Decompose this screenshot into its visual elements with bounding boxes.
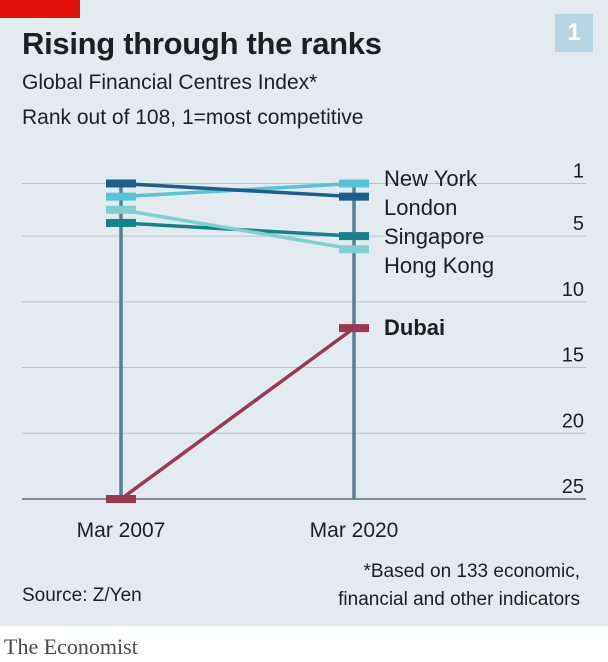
source-note: Source: Z/Yen — [22, 585, 142, 606]
x-tick-label: Mar 2007 — [77, 519, 166, 542]
brand-red-tag — [0, 0, 80, 18]
series-endpoint — [106, 495, 136, 503]
y-tick-label: 25 — [562, 476, 584, 498]
series-line — [119, 326, 356, 501]
series-label: Singapore — [384, 224, 484, 249]
chart-number-badge: 1 — [555, 14, 593, 52]
series-label: Hong Kong — [384, 253, 494, 278]
y-tick-label: 1 — [573, 161, 584, 183]
y-tick-label: 15 — [562, 345, 584, 367]
series-endpoint — [106, 205, 136, 214]
series-endpoint — [339, 324, 369, 333]
series-endpoint — [339, 232, 369, 241]
y-tick-label: 5 — [573, 213, 584, 235]
series-label: New York — [384, 166, 478, 191]
y-tick-label: 20 — [562, 410, 584, 432]
series-endpoint — [339, 179, 369, 188]
series-endpoint — [106, 179, 136, 188]
series-endpoint — [339, 192, 369, 201]
chart-subtitle: Global Financial Centres Index* — [22, 71, 318, 94]
series-label: Dubai — [384, 315, 445, 340]
series-label: London — [384, 195, 457, 220]
y-tick-label: 10 — [562, 279, 584, 301]
chart-title: Rising through the ranks — [22, 26, 382, 61]
series-endpoint — [339, 245, 369, 254]
series-line — [120, 181, 355, 199]
series-endpoint — [106, 218, 136, 227]
series-endpoint — [106, 192, 136, 201]
x-tick-label: Mar 2020 — [310, 519, 399, 542]
footnote: *Based on 133 economic, financial and ot… — [338, 561, 580, 610]
chart-panel — [0, 0, 608, 626]
series-line — [120, 208, 355, 251]
publisher-logo: The Economist — [4, 634, 138, 659]
chart-subtitle-units: Rank out of 108, 1=most competitive — [22, 106, 364, 129]
